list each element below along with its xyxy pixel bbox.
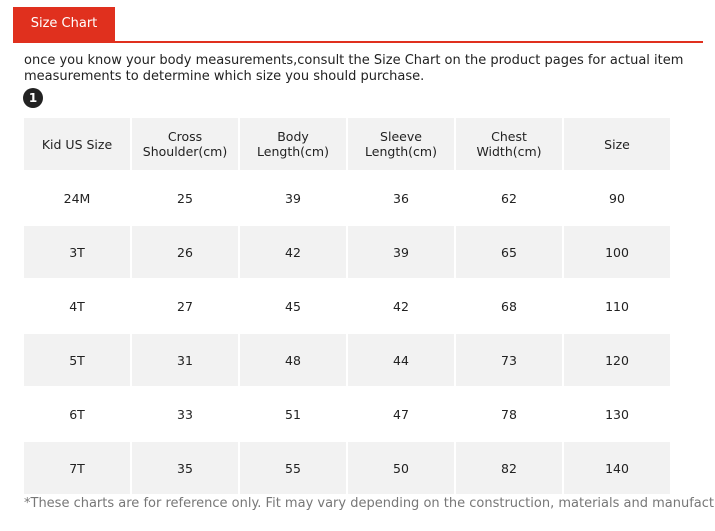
table-cell: 100: [564, 226, 670, 278]
table-cell: 65: [456, 226, 562, 278]
table-row: 5T 31 48 44 73 120: [24, 334, 670, 386]
table-cell: 82: [456, 442, 562, 494]
table-cell: 55: [240, 442, 346, 494]
table-cell: 25: [132, 172, 238, 224]
table-cell: 3T: [24, 226, 130, 278]
header-cell: Body Length(cm): [240, 118, 346, 170]
tab-bar: Size Chart: [13, 7, 703, 43]
header-cell: Cross Shoulder(cm): [132, 118, 238, 170]
table-row: 4T 27 45 42 68 110: [24, 280, 670, 332]
table-row: 7T 35 55 50 82 140: [24, 442, 670, 494]
table-cell: 39: [348, 226, 454, 278]
table-row: 24M 25 39 36 62 90: [24, 172, 670, 224]
table-cell: 48: [240, 334, 346, 386]
table-cell: 36: [348, 172, 454, 224]
table-cell: 90: [564, 172, 670, 224]
table-cell: 27: [132, 280, 238, 332]
table-cell: 62: [456, 172, 562, 224]
table-cell: 45: [240, 280, 346, 332]
table-cell: 51: [240, 388, 346, 440]
table-cell: 50: [348, 442, 454, 494]
table-cell: 6T: [24, 388, 130, 440]
intro-text: once you know your body measurements,con…: [24, 53, 684, 84]
table-cell: 110: [564, 280, 670, 332]
table-row: 3T 26 42 39 65 100: [24, 226, 670, 278]
table-cell: 39: [240, 172, 346, 224]
table-cell: 73: [456, 334, 562, 386]
header-cell: Kid US Size: [24, 118, 130, 170]
table-body: 24M 25 39 36 62 90 3T 26 42 39 65 100 4T 27 45 42 68 110 5…: [24, 172, 670, 494]
table-cell: 31: [132, 334, 238, 386]
tab[interactable]: Size Chart: [13, 7, 115, 43]
table-cell: 120: [564, 334, 670, 386]
table-cell: 35: [132, 442, 238, 494]
table-cell: 78: [456, 388, 562, 440]
table-cell: 33: [132, 388, 238, 440]
size-table: Kid US Size Cross Shoulder(cm) Body Length…: [22, 116, 672, 496]
header-cell: Chest Width(cm): [456, 118, 562, 170]
table-cell: 5T: [24, 334, 130, 386]
table-cell: 4T: [24, 280, 130, 332]
table-cell: 130: [564, 388, 670, 440]
table-cell: 140: [564, 442, 670, 494]
table-row: 6T 33 51 47 78 130: [24, 388, 670, 440]
table-cell: 24M: [24, 172, 130, 224]
table-cell: 44: [348, 334, 454, 386]
footnote: *These charts are for reference only. Fi…: [24, 496, 715, 511]
step-badge: 1: [23, 88, 43, 108]
table-cell: 42: [240, 226, 346, 278]
table-cell: 47: [348, 388, 454, 440]
table-cell: 68: [456, 280, 562, 332]
header-cell: Size: [564, 118, 670, 170]
table-cell: 26: [132, 226, 238, 278]
header-row: Kid US Size Cross Shoulder(cm) Body Length…: [24, 118, 670, 170]
table-cell: 7T: [24, 442, 130, 494]
table-cell: 42: [348, 280, 454, 332]
header-cell: Sleeve Length(cm): [348, 118, 454, 170]
